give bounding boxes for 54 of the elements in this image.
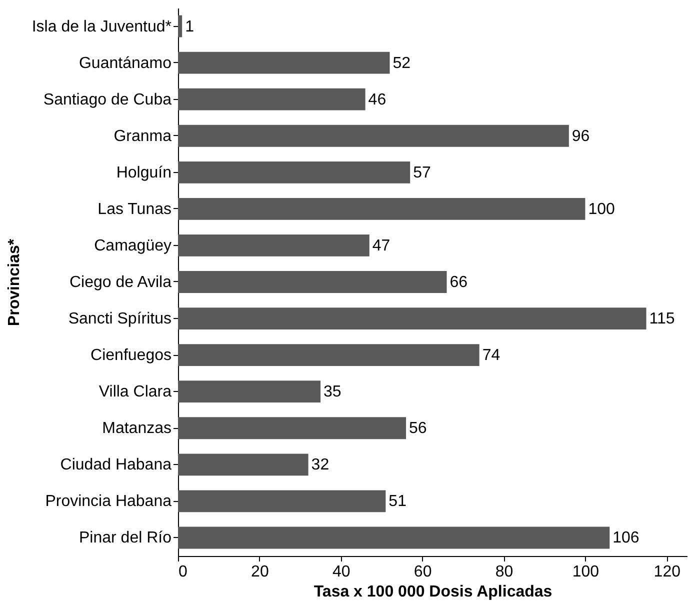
- x-axis-title: Tasa x 100 000 Dosis Aplicadas: [314, 584, 552, 600]
- y-tick-label: Ciego de Avila: [70, 274, 172, 291]
- y-tick-label: Villa Clara: [98, 384, 172, 401]
- x-tick-label: 80: [495, 564, 514, 580]
- data-label: 51: [388, 493, 407, 510]
- y-tick-label: Cienfuegos: [90, 347, 172, 364]
- bar: [178, 52, 390, 74]
- y-tick-label: Sancti Spíritus: [68, 310, 172, 328]
- bar: [178, 124, 569, 147]
- data-label: 1: [185, 18, 194, 36]
- y-tick-label: Ciudad Habana: [60, 456, 172, 474]
- x-tick-label: 120: [654, 564, 681, 580]
- data-label: 52: [392, 54, 411, 72]
- bar: [178, 308, 646, 330]
- y-axis-title: Provincias*: [6, 238, 23, 326]
- x-tick-label: 60: [414, 564, 432, 580]
- data-label: 32: [311, 456, 330, 474]
- y-tick-label: Camagüey: [94, 237, 172, 254]
- bar: [178, 454, 308, 476]
- y-tick-label: Guantánamo: [78, 54, 172, 72]
- data-label: 47: [372, 237, 390, 254]
- data-label: 56: [409, 420, 427, 438]
- bar: [178, 380, 321, 403]
- x-tick-label: 100: [572, 564, 600, 580]
- x-tick-label: 40: [332, 564, 350, 580]
- bar: [178, 161, 410, 184]
- data-label: 57: [413, 164, 431, 182]
- bar: [178, 490, 386, 512]
- data-label: 115: [649, 310, 675, 328]
- y-tick-label: Provincia Habana: [45, 493, 172, 510]
- bar: [178, 198, 586, 220]
- y-tick-label: Pinar del Río: [79, 530, 172, 547]
- x-tick-label: 20: [251, 564, 269, 580]
- bar: [178, 234, 370, 256]
- y-tick-label: Santiago de Cuba: [43, 91, 172, 108]
- y-tick-label: Las Tunas: [98, 200, 172, 218]
- data-label: 96: [572, 128, 590, 145]
- y-tick-label: Granma: [114, 128, 172, 145]
- data-label: 100: [588, 200, 615, 218]
- y-tick-label: Isla de la Juventud*: [32, 18, 172, 36]
- data-label: 106: [612, 530, 640, 547]
- y-tick-label: Holguín: [116, 164, 172, 182]
- bar: [178, 271, 447, 293]
- bar: [178, 526, 610, 549]
- data-label: 35: [324, 384, 342, 401]
- bar: [178, 344, 480, 366]
- bar: [178, 88, 366, 110]
- bar: [178, 417, 406, 440]
- data-label: 74: [482, 347, 500, 364]
- bar: [178, 15, 182, 38]
- y-tick-label: Matanzas: [102, 420, 172, 438]
- data-label: 46: [368, 91, 386, 108]
- data-label: 66: [450, 274, 468, 291]
- x-tick-label: 0: [178, 564, 188, 580]
